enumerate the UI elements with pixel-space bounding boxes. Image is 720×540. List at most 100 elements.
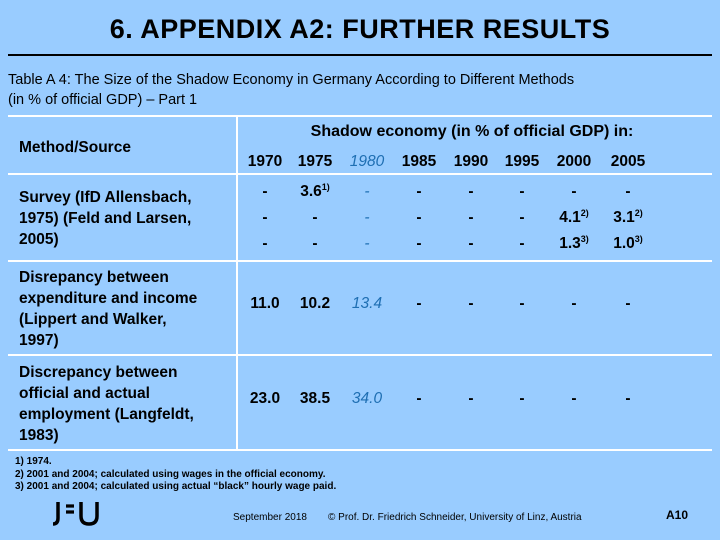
slide-title: 6. APPENDIX A2: FURTHER RESULTS [109,14,611,44]
method-line: Disrepancy between [19,269,169,286]
data-cell: - [551,183,597,201]
data-cell: - [551,295,597,313]
cell-value: - [519,209,525,226]
cell-value: - [262,209,268,226]
data-cell: - [448,235,494,253]
footnote-marker: 2) [580,207,589,218]
cell-value: - [571,295,577,312]
data-cell: - [344,209,390,227]
footnote-marker: 1) [321,181,330,192]
method-line: 1975) (Feld and Larsen, [19,210,192,227]
method-header: Method/Source [19,139,131,156]
data-cell: - [605,295,651,313]
cell-value: 4.1 [559,209,581,226]
method-line: Survey (IfD Allensbach, [19,189,192,206]
data-cell: - [605,390,651,408]
group-header: Shadow economy (in % of official GDP) in… [310,123,634,140]
column-divider [236,117,238,449]
data-cell: 11.0 [242,295,288,313]
data-cell: - [499,390,545,408]
data-cell: - [344,183,390,201]
footnote-3: 3) 2001 and 2004; calculated using actua… [15,481,337,492]
data-cell: - [396,390,442,408]
cell-value: - [519,183,525,200]
cell-value: 23.0 [249,389,281,407]
cell-value: - [262,235,268,252]
data-cell: - [499,295,545,313]
method-source-1: Survey (IfD Allensbach, 1975) (Feld and L… [19,187,192,250]
data-cell: - [242,209,288,227]
cell-value: - [416,389,422,407]
method-line: expenditure and income [19,290,198,307]
title-divider [8,54,712,56]
year-header-1990: 1990 [453,153,489,170]
data-cell: 23.0 [242,390,288,408]
cell-value: - [571,389,577,407]
method-line: official and actual [19,384,150,402]
caption-line-1: Table A 4: The Size of the Shadow Econom… [8,72,575,88]
caption-line-2: (in % of official GDP) – Part 1 [8,92,198,108]
data-cell: 13.4 [344,295,390,313]
cell-value: 3.6 [300,183,322,200]
data-cell: - [499,209,545,227]
year-header-1985: 1985 [401,153,437,170]
data-cell: - [499,183,545,201]
method-line: (Lippert and Walker, [19,311,167,328]
data-cell: - [396,295,442,313]
cell-value: 38.5 [299,389,331,407]
cell-value: - [468,183,474,200]
data-cell: 1.33) [551,234,597,253]
data-cell: 38.5 [292,390,338,408]
footnote-marker: 2) [634,207,643,218]
data-cell: - [292,235,338,253]
data-cell: - [344,235,390,253]
cell-value: - [468,295,474,312]
method-line: employment (Langfeldt, [19,405,194,423]
data-cell: - [396,209,442,227]
cell-value: - [262,183,268,200]
cell-value: - [312,235,318,252]
method-line: 1983) [19,426,59,444]
cell-value: - [416,183,422,200]
cell-value: 13.4 [351,295,383,312]
data-cell: 1.03) [605,234,651,253]
cell-value: - [416,209,422,226]
cell-value: - [468,389,474,407]
data-cell: - [396,235,442,253]
cell-value: - [312,209,318,226]
year-header-2005: 2005 [610,153,646,170]
cell-value: - [625,295,631,312]
data-cell: - [448,295,494,313]
data-cell: 3.12) [605,207,651,227]
cell-value: - [364,183,370,200]
data-cell: 3.61) [292,181,338,201]
footer-credit: © Prof. Dr. Friedrich Schneider, Univers… [328,512,582,523]
cell-value: - [468,235,474,252]
data-cell: - [242,235,288,253]
year-header-1970: 1970 [247,153,283,170]
footer-date: September 2018 [233,512,307,523]
data-cell: 34.0 [344,390,390,408]
cell-value: - [625,389,631,407]
footnotes: 1) 1974. 2) 2001 and 2004; calculated us… [15,456,336,494]
data-cell: - [242,183,288,201]
year-header-1975: 1975 [297,153,333,170]
page-number: A10 [666,508,689,522]
data-cell: - [499,235,545,253]
cell-value: 34.0 [351,389,383,407]
cell-value: - [625,183,631,200]
data-cell: 10.2 [292,295,338,313]
cell-value: 11.0 [250,295,280,312]
cell-value: - [364,209,370,226]
group-divider [8,260,712,262]
cell-value: - [519,389,525,407]
year-header-2000: 2000 [556,153,592,170]
cell-value: - [468,209,474,226]
group-divider [8,354,712,356]
footnote-2: 2) 2001 and 2004; calculated using wages… [15,468,326,480]
cell-value: 3.1 [613,209,635,226]
jku-logo-icon [52,502,99,526]
year-header-1995: 1995 [504,153,540,170]
method-line: 2005) [19,231,59,248]
method-line: 1997) [19,332,59,349]
